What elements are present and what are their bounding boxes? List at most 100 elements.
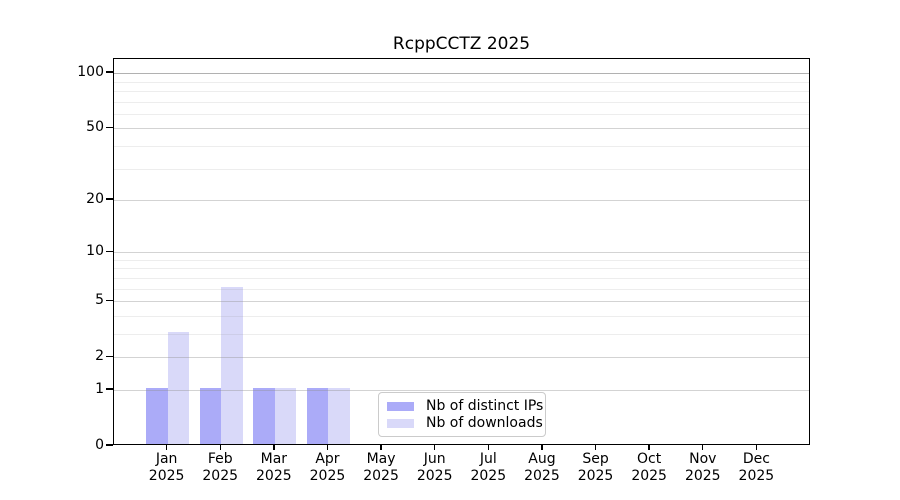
legend-entry-downloads: Nb of downloads — [387, 415, 543, 431]
x-tick-month: Nov — [689, 451, 717, 467]
x-axis-tick-aug — [541, 445, 543, 450]
gridline-minor — [114, 101, 809, 103]
bar-apr-downloads — [328, 388, 350, 444]
y-axis-tick-100 — [106, 71, 113, 73]
gridline-minor — [114, 277, 809, 279]
y-axis-tick-10 — [106, 250, 113, 252]
x-axis-tick-oct — [648, 445, 650, 450]
x-tick-label-jun: Jun 2025 — [403, 451, 467, 485]
bar-jan-downloads — [167, 332, 190, 444]
y-tick-label-20: 20 — [86, 191, 104, 207]
gridline-2 — [114, 357, 809, 359]
legend: Nb of distinct IPs Nb of downloads — [378, 392, 546, 437]
x-tick-month: Jun — [423, 451, 446, 467]
plot-area — [113, 58, 810, 445]
x-tick-label-mar: Mar 2025 — [242, 451, 306, 485]
y-tick-label-2: 2 — [95, 348, 104, 365]
bar-feb-distinct-ips — [199, 388, 222, 444]
x-tick-year: 2025 — [684, 468, 721, 484]
x-tick-year: 2025 — [738, 468, 775, 484]
x-axis-tick-jun — [433, 445, 436, 450]
x-tick-month: Sep — [582, 451, 609, 467]
legend-entry-distinct-ips: Nb of distinct IPs — [387, 398, 543, 414]
x-axis-tick-jan — [165, 445, 168, 450]
x-tick-label-apr: Apr 2025 — [295, 451, 359, 485]
bar-jan-distinct-ips — [146, 388, 168, 444]
x-tick-year: 2025 — [416, 468, 453, 484]
x-tick-year: 2025 — [202, 468, 239, 484]
gridline-50 — [114, 128, 809, 130]
legend-swatch-distinct-ips — [387, 401, 414, 411]
x-tick-label-nov: Nov 2025 — [671, 451, 735, 485]
x-tick-year: 2025 — [577, 468, 614, 484]
x-tick-label-feb: Feb 2025 — [188, 451, 252, 485]
y-axis-tick-0 — [106, 444, 113, 446]
x-tick-label-aug: Aug 2025 — [510, 451, 574, 485]
x-tick-label-jul: Jul 2025 — [456, 451, 520, 485]
x-tick-label-jan: Jan 2025 — [135, 451, 199, 485]
x-tick-year: 2025 — [524, 468, 560, 484]
y-tick-label-5: 5 — [95, 292, 104, 309]
x-axis-tick-sep — [594, 445, 597, 450]
x-tick-month: Jul — [479, 451, 497, 467]
y-tick-label-100: 100 — [77, 64, 104, 81]
x-tick-month: Oct — [637, 451, 662, 467]
y-axis-tick-50 — [106, 126, 113, 128]
x-axis-tick-mar — [273, 445, 275, 450]
x-tick-year: 2025 — [363, 468, 399, 484]
x-tick-year: 2025 — [470, 468, 507, 484]
y-axis-tick-1 — [106, 388, 113, 390]
x-tick-month: Aug — [528, 451, 556, 467]
gridline-minor — [114, 168, 809, 170]
x-axis-tick-apr — [326, 445, 329, 450]
x-axis-tick-nov — [702, 445, 704, 450]
y-axis-tick-20 — [106, 198, 113, 200]
y-axis-tick-5 — [106, 299, 113, 301]
x-tick-month: Dec — [742, 451, 770, 467]
x-axis-tick-jul — [487, 445, 489, 450]
gridline-minor — [114, 145, 809, 147]
gridline-minor — [114, 90, 809, 92]
gridline-5 — [114, 301, 809, 303]
x-tick-year: 2025 — [631, 468, 667, 484]
x-tick-year: 2025 — [148, 468, 185, 484]
x-tick-year: 2025 — [309, 468, 346, 484]
gridline-minor — [114, 333, 809, 335]
y-tick-label-1: 1 — [95, 380, 104, 397]
bar-mar-distinct-ips — [253, 388, 275, 444]
gridline-minor — [114, 268, 809, 270]
bar-apr-distinct-ips — [306, 388, 329, 444]
x-axis-tick-feb — [219, 445, 221, 450]
legend-label-distinct-ips: Nb of distinct IPs — [426, 398, 544, 414]
gridline-minor — [114, 288, 809, 290]
gridline-100 — [114, 73, 809, 75]
gridline-minor — [114, 259, 809, 261]
bar-feb-downloads — [221, 286, 243, 444]
y-tick-label-50: 50 — [86, 119, 104, 136]
y-tick-label-10: 10 — [86, 243, 104, 260]
chart-title: RcppCCTZ 2025 — [392, 34, 531, 54]
x-tick-label-oct: Oct 2025 — [617, 451, 681, 485]
gridline-minor — [114, 113, 809, 115]
y-tick-label-0: 0 — [95, 437, 104, 453]
gridline-minor — [114, 81, 809, 83]
x-tick-month: Jan — [155, 451, 178, 467]
x-tick-month: Feb — [207, 451, 233, 467]
x-tick-label-sep: Sep 2025 — [564, 451, 628, 485]
legend-swatch-downloads — [387, 418, 414, 428]
gridline-10 — [114, 252, 809, 254]
x-axis-tick-dec — [755, 445, 758, 450]
gridline-minor — [114, 315, 809, 317]
gridline-1 — [114, 389, 809, 391]
x-tick-month: Apr — [315, 451, 340, 467]
x-tick-label-may: May 2025 — [349, 451, 413, 485]
y-axis-tick-2 — [106, 355, 113, 357]
x-tick-month: Mar — [260, 451, 288, 467]
x-tick-month: May — [366, 451, 396, 467]
x-axis-tick-may — [380, 445, 382, 450]
bar-mar-downloads — [274, 388, 297, 444]
gridline-20 — [114, 200, 809, 201]
legend-label-downloads: Nb of downloads — [426, 415, 543, 431]
x-tick-label-dec: Dec 2025 — [724, 451, 788, 485]
